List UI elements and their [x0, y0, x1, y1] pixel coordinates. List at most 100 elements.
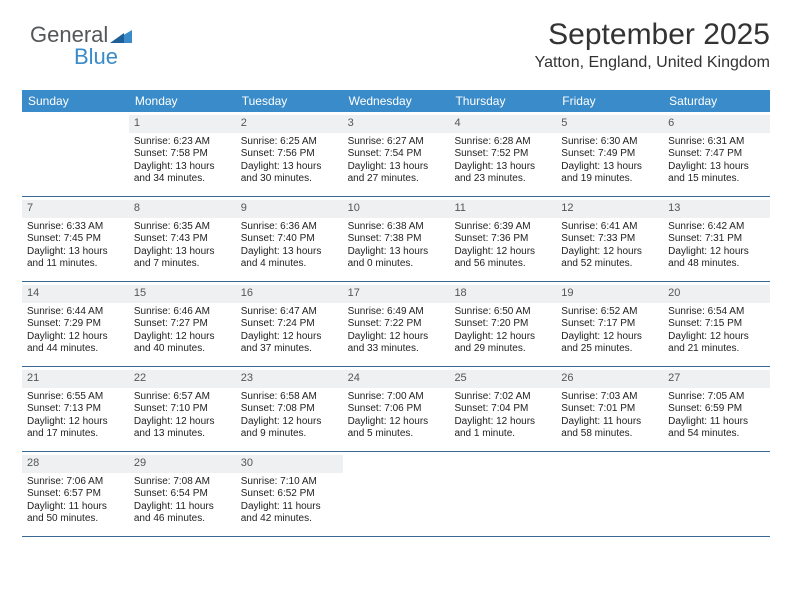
daylight2-text: and 48 minutes.	[668, 258, 765, 271]
day-cell: 26Sunrise: 7:03 AMSunset: 7:01 PMDayligh…	[556, 367, 663, 451]
day-cell: 11Sunrise: 6:39 AMSunset: 7:36 PMDayligh…	[449, 197, 556, 281]
sunset-text: Sunset: 7:38 PM	[348, 233, 445, 246]
sunset-text: Sunset: 7:04 PM	[454, 403, 551, 416]
sunset-text: Sunset: 7:01 PM	[561, 403, 658, 416]
day-number: 4	[449, 115, 556, 133]
daylight2-text: and 44 minutes.	[27, 343, 124, 356]
day-cell: 21 Sunrise: 6:55 AMSunset: 7:13 PMDayligh…	[22, 367, 129, 451]
day-number: 28	[22, 455, 129, 473]
sunset-text: Sunset: 7:31 PM	[668, 233, 765, 246]
sunset-text: Sunset: 7:22 PM	[348, 318, 445, 331]
page-title: September 2025	[22, 18, 770, 52]
sunset-text: Sunset: 7:27 PM	[134, 318, 231, 331]
day-number: 1	[129, 115, 236, 133]
day-cell: 27 Sunrise: 7:05 AMSunset: 6:59 PMDayligh…	[663, 367, 770, 451]
sunrise-text: Sunrise: 6:44 AM	[27, 306, 124, 319]
day-header: Monday	[129, 90, 236, 112]
day-header-row: SundayMondayTuesdayWednesdayThursdayFrid…	[22, 90, 770, 112]
sunset-text: Sunset: 6:59 PM	[668, 403, 765, 416]
daylight1-text: Daylight: 12 hours	[27, 416, 124, 429]
sunrise-text: Sunrise: 6:46 AM	[134, 306, 231, 319]
day-cell: 16Sunrise: 6:47 AMSunset: 7:24 PMDayligh…	[236, 282, 343, 366]
day-number: 22	[129, 370, 236, 388]
daylight2-text: and 50 minutes.	[27, 513, 124, 526]
daylight1-text: Daylight: 12 hours	[561, 246, 658, 259]
day-cell: 30Sunrise: 7:10 AMSunset: 6:52 PMDayligh…	[236, 452, 343, 536]
day-header: Saturday	[663, 90, 770, 112]
day-number: 21	[22, 370, 129, 388]
daylight2-text: and 4 minutes.	[241, 258, 338, 271]
sunrise-text: Sunrise: 6:27 AM	[348, 136, 445, 149]
day-cell	[343, 452, 450, 536]
sunrise-text: Sunrise: 6:35 AM	[134, 221, 231, 234]
day-number: 13	[663, 200, 770, 218]
day-cell: 7Sunrise: 6:33 AMSunset: 7:45 PMDaylight…	[22, 197, 129, 281]
sunset-text: Sunset: 7:36 PM	[454, 233, 551, 246]
sunset-text: Sunset: 6:52 PM	[241, 488, 338, 501]
day-cell	[556, 452, 663, 536]
sunset-text: Sunset: 7:20 PM	[454, 318, 551, 331]
day-number: 9	[236, 200, 343, 218]
daylight2-text: and 15 minutes.	[668, 173, 765, 186]
sunset-text: Sunset: 7:33 PM	[561, 233, 658, 246]
daylight2-text: and 33 minutes.	[348, 343, 445, 356]
day-header: Wednesday	[343, 90, 450, 112]
day-number: 7	[22, 200, 129, 218]
sunrise-text: Sunrise: 7:08 AM	[134, 476, 231, 489]
day-cell: 20Sunrise: 6:54 AMSunset: 7:15 PMDayligh…	[663, 282, 770, 366]
sunrise-text: Sunrise: 6:30 AM	[561, 136, 658, 149]
day-cell: 28Sunrise: 7:06 AMSunset: 6:57 PMDayligh…	[22, 452, 129, 536]
day-cell: 13Sunrise: 6:42 AMSunset: 7:31 PMDayligh…	[663, 197, 770, 281]
daylight1-text: Daylight: 12 hours	[27, 331, 124, 344]
page-subtitle: Yatton, England, United Kingdom	[22, 54, 770, 72]
sunrise-text: Sunrise: 6:23 AM	[134, 136, 231, 149]
daylight1-text: Daylight: 12 hours	[134, 416, 231, 429]
sunrise-text: Sunrise: 6:54 AM	[668, 306, 765, 319]
sunrise-text: Sunrise: 7:06 AM	[27, 476, 124, 489]
day-number: 30	[236, 455, 343, 473]
sunset-text: Sunset: 7:13 PM	[27, 403, 124, 416]
sunrise-text: Sunrise: 6:25 AM	[241, 136, 338, 149]
day-cell: 6Sunrise: 6:31 AMSunset: 7:47 PMDaylight…	[663, 112, 770, 196]
week-row: 28Sunrise: 7:06 AMSunset: 6:57 PMDayligh…	[22, 452, 770, 537]
sunrise-text: Sunrise: 7:05 AM	[668, 391, 765, 404]
sunrise-text: Sunrise: 7:10 AM	[241, 476, 338, 489]
daylight2-text: and 25 minutes.	[561, 343, 658, 356]
daylight1-text: Daylight: 13 hours	[134, 161, 231, 174]
daylight1-text: Daylight: 12 hours	[454, 416, 551, 429]
sunset-text: Sunset: 6:54 PM	[134, 488, 231, 501]
daylight1-text: Daylight: 11 hours	[561, 416, 658, 429]
day-number: 27	[663, 370, 770, 388]
day-cell: 18Sunrise: 6:50 AMSunset: 7:20 PMDayligh…	[449, 282, 556, 366]
day-header: Friday	[556, 90, 663, 112]
sunrise-text: Sunrise: 6:55 AM	[27, 391, 124, 404]
day-number: 20	[663, 285, 770, 303]
sunrise-text: Sunrise: 6:49 AM	[348, 306, 445, 319]
day-cell	[663, 452, 770, 536]
day-number: 16	[236, 285, 343, 303]
daylight1-text: Daylight: 12 hours	[241, 331, 338, 344]
sunset-text: Sunset: 7:56 PM	[241, 148, 338, 161]
sunrise-text: Sunrise: 6:58 AM	[241, 391, 338, 404]
day-number: 6	[663, 115, 770, 133]
daylight2-text: and 17 minutes.	[27, 428, 124, 441]
daylight1-text: Daylight: 12 hours	[454, 331, 551, 344]
daylight1-text: Daylight: 11 hours	[668, 416, 765, 429]
sunset-text: Sunset: 7:45 PM	[27, 233, 124, 246]
day-number: 12	[556, 200, 663, 218]
day-cell: 17Sunrise: 6:49 AMSunset: 7:22 PMDayligh…	[343, 282, 450, 366]
daylight1-text: Daylight: 12 hours	[134, 331, 231, 344]
daylight1-text: Daylight: 11 hours	[134, 501, 231, 514]
sunset-text: Sunset: 7:58 PM	[134, 148, 231, 161]
day-cell	[22, 112, 129, 196]
sunrise-text: Sunrise: 6:38 AM	[348, 221, 445, 234]
day-cell: 10Sunrise: 6:38 AMSunset: 7:38 PMDayligh…	[343, 197, 450, 281]
day-cell: 1 Sunrise: 6:23 AMSunset: 7:58 PMDaylight…	[129, 112, 236, 196]
daylight2-text: and 40 minutes.	[134, 343, 231, 356]
day-cell: 2Sunrise: 6:25 AMSunset: 7:56 PMDaylight…	[236, 112, 343, 196]
daylight2-text: and 23 minutes.	[454, 173, 551, 186]
day-cell: 29Sunrise: 7:08 AMSunset: 6:54 PMDayligh…	[129, 452, 236, 536]
day-number: 5	[556, 115, 663, 133]
day-number: 15	[129, 285, 236, 303]
daylight2-text: and 54 minutes.	[668, 428, 765, 441]
